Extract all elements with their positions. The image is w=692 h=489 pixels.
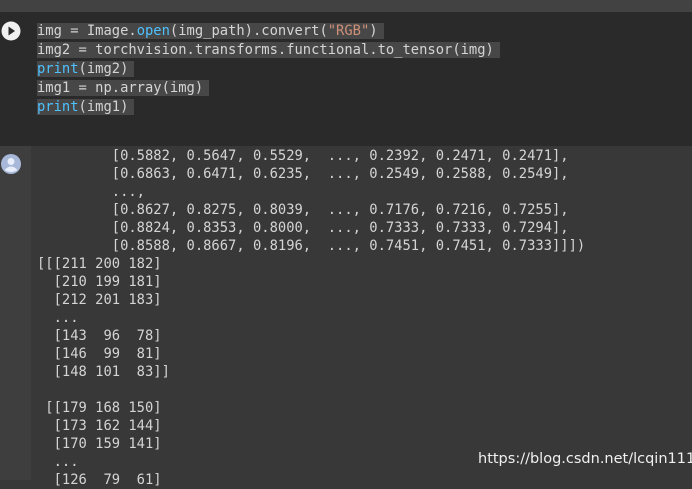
- output-line: [0.8588, 0.8667, 0.8196, ..., 0.7451, 0.…: [37, 238, 586, 254]
- output-line: ...: [37, 454, 79, 470]
- code-token: ): [369, 23, 378, 39]
- code-token: print: [37, 61, 79, 77]
- code-token: img2 = torchvision.transforms.functional…: [37, 42, 494, 58]
- output-line: [143 96 78]: [37, 328, 162, 344]
- code-line: img1 = np.array(img): [37, 79, 210, 97]
- code-token: "RGB": [327, 23, 370, 39]
- code-highlight: print(img2): [37, 61, 135, 77]
- output-line: [210 199 181]: [37, 274, 162, 290]
- top-bar: [0, 0, 692, 12]
- output-icon[interactable]: [1, 154, 21, 174]
- output-line: [0.6863, 0.6471, 0.6235, ..., 0.2549, 0.…: [37, 166, 569, 182]
- output-line: [173 162 144]: [37, 418, 162, 434]
- output-line: [170 159 141]: [37, 436, 162, 452]
- output-line: [0.5882, 0.5647, 0.5529, ..., 0.2392, 0.…: [37, 148, 569, 164]
- code-token: print: [37, 99, 79, 115]
- run-button[interactable]: [1, 21, 21, 41]
- code-line: img2 = torchvision.transforms.functional…: [37, 41, 500, 59]
- output-line: ...,: [37, 184, 145, 200]
- code-highlight: img2 = torchvision.transforms.functional…: [37, 42, 500, 58]
- output-line: [212 201 183]: [37, 292, 162, 308]
- code-highlight: img = Image.open(img_path).convert("RGB"…: [37, 23, 384, 39]
- code-line: print(img2): [37, 60, 135, 78]
- code-highlight: print(img1): [37, 99, 135, 115]
- code-line: print(img1): [37, 98, 135, 116]
- code-highlight: img1 = np.array(img): [37, 80, 210, 96]
- code-line: img = Image.open(img_path).convert("RGB"…: [37, 22, 384, 40]
- code-token: img1 = np.array(img): [37, 80, 204, 96]
- output-line: [0.8824, 0.8353, 0.8000, ..., 0.7333, 0.…: [37, 220, 569, 236]
- code-token: img = Image.: [37, 23, 137, 39]
- output-line: [0.8627, 0.8275, 0.8039, ..., 0.7176, 0.…: [37, 202, 569, 218]
- output-line: [148 101 83]]: [37, 364, 170, 380]
- output-line: [146 99 81]: [37, 346, 162, 362]
- output-line: [[179 168 150]: [37, 400, 162, 416]
- code-token: open: [136, 23, 170, 39]
- code-token: (img_path).convert(: [169, 23, 328, 39]
- output-gutter: [0, 146, 31, 480]
- output-line: ...: [37, 310, 79, 326]
- code-token: (img2): [78, 61, 129, 77]
- output-line: [126 79 61]: [37, 472, 162, 488]
- output-line: [[[211 200 182]: [37, 256, 162, 272]
- code-token: (img1): [78, 99, 129, 115]
- watermark: https://blog.csdn.net/lcqin111: [478, 451, 692, 467]
